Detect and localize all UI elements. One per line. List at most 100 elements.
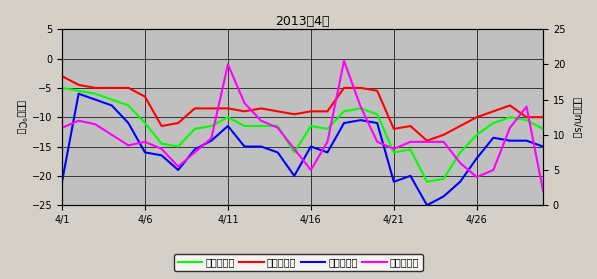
Y-axis label: 気温（℃）: 気温（℃）	[15, 100, 25, 134]
日平均風速	[407, 140, 414, 143]
日最低気温	[506, 139, 513, 142]
日最高気温	[490, 110, 497, 113]
日最高気温	[390, 127, 398, 131]
日平均気温	[490, 121, 497, 125]
日最高気温	[59, 74, 66, 78]
日平均気温	[191, 127, 198, 131]
日平均気温	[407, 148, 414, 151]
日平均風速	[291, 147, 298, 151]
日最高気温	[91, 86, 99, 90]
日平均気温	[158, 142, 165, 145]
日平均風速	[208, 137, 215, 140]
日最低気温	[490, 136, 497, 140]
日平均風速	[357, 105, 364, 108]
日平均風速	[75, 119, 82, 122]
日最高気温	[125, 86, 132, 90]
日最低気温	[374, 121, 381, 125]
日平均気温	[390, 151, 398, 154]
Y-axis label: 風速（m/s）: 風速（m/s）	[572, 97, 582, 138]
日最高気温	[274, 110, 281, 113]
日平均気温	[257, 124, 264, 128]
Line: 日最低気温: 日最低気温	[62, 94, 543, 205]
日平均気温	[340, 110, 347, 113]
日平均気温	[440, 177, 447, 181]
日平均気温	[91, 92, 99, 95]
日最高気温	[324, 110, 331, 113]
日平均風速	[390, 147, 398, 151]
日平均風速	[540, 189, 547, 193]
Line: 日平均気温: 日平均気温	[62, 88, 543, 182]
日最低気温	[291, 174, 298, 177]
日最高気温	[506, 104, 513, 107]
Legend: 日平均気温, 日最高気温, 日最低気温, 日平均風速: 日平均気温, 日最高気温, 日最低気温, 日平均風速	[174, 254, 423, 271]
日最低気温	[423, 204, 430, 207]
日平均気温	[241, 124, 248, 128]
日最高気温	[208, 107, 215, 110]
日平均気温	[208, 124, 215, 128]
日最高気温	[473, 116, 481, 119]
日平均気温	[108, 98, 115, 101]
日最高気温	[75, 83, 82, 86]
日平均風速	[340, 59, 347, 62]
日最高気温	[141, 95, 149, 98]
日平均風速	[174, 165, 181, 168]
日平均気温	[473, 133, 481, 136]
日最高気温	[241, 110, 248, 113]
日平均風速	[506, 126, 513, 129]
日平均風速	[191, 151, 198, 154]
日最高気温	[540, 116, 547, 119]
日平均気温	[125, 104, 132, 107]
日最高気温	[523, 116, 530, 119]
日最低気温	[440, 195, 447, 198]
日最低気温	[108, 104, 115, 107]
日平均風速	[158, 147, 165, 151]
日最低気温	[473, 157, 481, 160]
日最低気温	[540, 145, 547, 148]
日最高気温	[357, 86, 364, 90]
日平均風速	[307, 168, 315, 172]
日最高気温	[158, 124, 165, 128]
日平均気温	[75, 89, 82, 92]
日平均風速	[125, 144, 132, 147]
日平均気温	[291, 151, 298, 154]
日最低気温	[324, 151, 331, 154]
日最低気温	[125, 121, 132, 125]
日平均風速	[423, 140, 430, 143]
日最低気温	[141, 151, 149, 154]
日最高気温	[407, 124, 414, 128]
日平均風速	[473, 175, 481, 179]
日最高気温	[191, 107, 198, 110]
日平均気温	[523, 119, 530, 122]
日最低気温	[257, 145, 264, 148]
日平均気温	[423, 180, 430, 183]
日平均風速	[440, 140, 447, 143]
日平均気温	[506, 116, 513, 119]
日最高気温	[457, 124, 464, 128]
日最低気温	[523, 139, 530, 142]
日最高気温	[174, 121, 181, 125]
日最高気温	[440, 133, 447, 136]
日平均風速	[274, 126, 281, 129]
日平均気温	[357, 107, 364, 110]
日最高気温	[257, 107, 264, 110]
日平均気温	[141, 121, 149, 125]
日最低気温	[158, 154, 165, 157]
日最高気温	[307, 110, 315, 113]
日平均風速	[374, 140, 381, 143]
日平均風速	[59, 126, 66, 129]
Line: 日最高気温: 日最高気温	[62, 76, 543, 141]
日平均風速	[141, 140, 149, 143]
日最高気温	[291, 113, 298, 116]
Line: 日平均風速: 日平均風速	[62, 61, 543, 191]
日平均気温	[324, 127, 331, 131]
日最低気温	[224, 124, 232, 128]
日最低気温	[174, 168, 181, 172]
日平均風速	[91, 122, 99, 126]
Title: 2013年4月: 2013年4月	[275, 15, 330, 28]
日平均気温	[374, 113, 381, 116]
日平均風速	[490, 168, 497, 172]
日最低気温	[75, 92, 82, 95]
日最低気温	[307, 145, 315, 148]
日平均風速	[224, 63, 232, 66]
日最低気温	[191, 148, 198, 151]
